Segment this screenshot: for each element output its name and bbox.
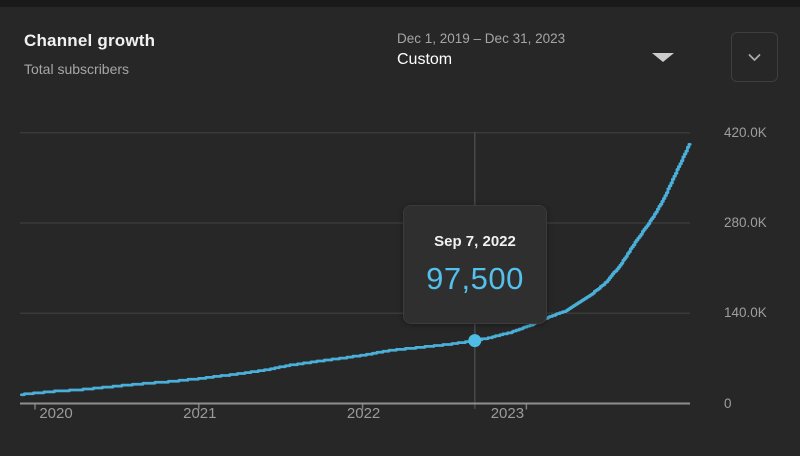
date-range-picker[interactable]: Dec 1, 2019 – Dec 31, 2023 Custom — [397, 31, 677, 77]
tooltip-value: 97,500 — [426, 260, 524, 296]
metric-subtitle: Total subscribers — [24, 61, 130, 77]
y-axis-label: 140.0K — [724, 305, 767, 321]
card-top-edge — [0, 0, 800, 7]
triangle-down-icon — [652, 53, 674, 62]
data-point-marker — [468, 334, 482, 348]
x-axis-label: 2020 — [39, 405, 73, 422]
chevron-down-icon — [748, 53, 761, 61]
y-axis-label: 0 — [724, 395, 732, 411]
y-axis-label: 280.0K — [724, 215, 767, 230]
x-axis-label: 2023 — [490, 405, 525, 422]
subscribers-line-chart[interactable]: Sep 7, 2022 97,500 420.0K 280.0K 140.0K 0 20… — [0, 95, 800, 456]
date-range-text: Dec 1, 2019 – Dec 31, 2023 — [397, 31, 566, 46]
x-axis-label: 2022 — [346, 405, 381, 422]
chart-tooltip: Sep 7, 2022 97,500 — [403, 205, 547, 324]
page-title: Channel growth — [24, 31, 156, 50]
collapse-card-button[interactable] — [731, 32, 778, 82]
y-axis-label: 420.0K — [724, 124, 767, 140]
subscribers-line-series — [20, 143, 692, 397]
date-range-selected-option: Custom — [397, 51, 453, 68]
x-axis-label: 2021 — [183, 405, 217, 422]
tooltip-date: Sep 7, 2022 — [434, 232, 516, 250]
